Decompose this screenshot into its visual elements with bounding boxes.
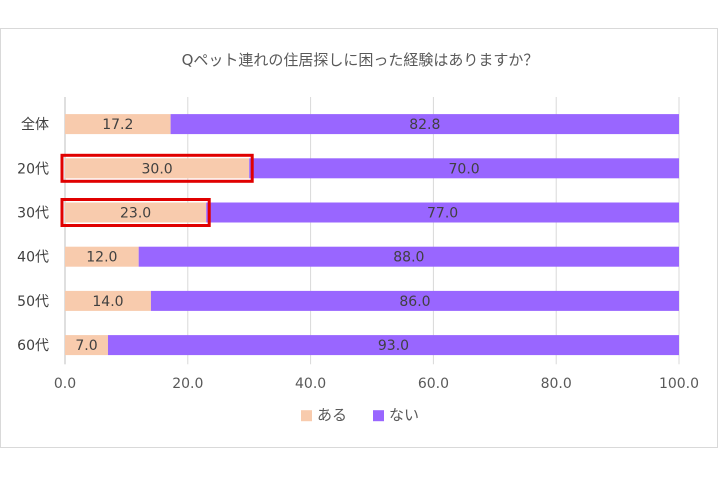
- category-label: 全体: [21, 116, 49, 133]
- category-label: 50代: [17, 294, 49, 310]
- bar-aru: [65, 290, 151, 311]
- bar-nai: [206, 202, 679, 223]
- x-tick-label: 40.0: [295, 376, 326, 392]
- bar-aru: [65, 246, 139, 267]
- chart-frame: Qペット連れの住居探しに困った経験はありますか？ 17.2 82.8 30.0 70.…: [0, 28, 718, 448]
- category-label: 20代: [17, 161, 49, 177]
- data-label: 23.0: [120, 206, 151, 222]
- legend-swatch: [373, 410, 384, 422]
- legend-label: ない: [389, 406, 419, 424]
- chart-title: Qペット連れの住居探しに困った経験はありますか？: [182, 51, 539, 69]
- category-label: 60代: [17, 338, 49, 354]
- bar-aru: [65, 202, 207, 223]
- x-tick-label: 0.0: [54, 376, 76, 392]
- stacked-bar-chart: Qペット連れの住居探しに困った経験はありますか？ 17.2 82.8 30.0 70.…: [17, 51, 699, 424]
- x-tick-label: 100.0: [659, 376, 699, 392]
- bar-nai: [170, 114, 679, 135]
- highlight-box: [60, 198, 211, 227]
- category-label: 30代: [17, 206, 49, 222]
- data-label: 12.0: [86, 250, 117, 266]
- legend-swatch: [301, 410, 312, 422]
- data-label: 77.0: [427, 206, 458, 222]
- bar-nai: [150, 290, 679, 311]
- highlight-box: [60, 153, 254, 183]
- data-label: 70.0: [449, 161, 480, 177]
- data-label: 88.0: [393, 250, 424, 266]
- legend-label: ある: [317, 406, 347, 424]
- category-label: 40代: [17, 250, 49, 266]
- data-label: 14.0: [92, 294, 123, 310]
- bar-nai: [138, 246, 679, 267]
- x-tick-label: 80.0: [541, 376, 572, 392]
- bar-aru: [65, 158, 250, 179]
- data-label: 93.0: [378, 338, 409, 354]
- data-label: 82.8: [409, 117, 440, 133]
- data-label: 86.0: [399, 294, 430, 310]
- bar-aru: [65, 114, 171, 135]
- bar-aru: [65, 335, 108, 356]
- data-label: 30.0: [142, 161, 173, 177]
- x-tick-label: 60.0: [418, 376, 449, 392]
- bar-nai: [249, 158, 679, 179]
- data-label: 17.2: [102, 117, 133, 133]
- bar-nai: [107, 335, 680, 356]
- data-label: 7.0: [75, 338, 97, 354]
- x-tick-label: 20.0: [172, 376, 203, 392]
